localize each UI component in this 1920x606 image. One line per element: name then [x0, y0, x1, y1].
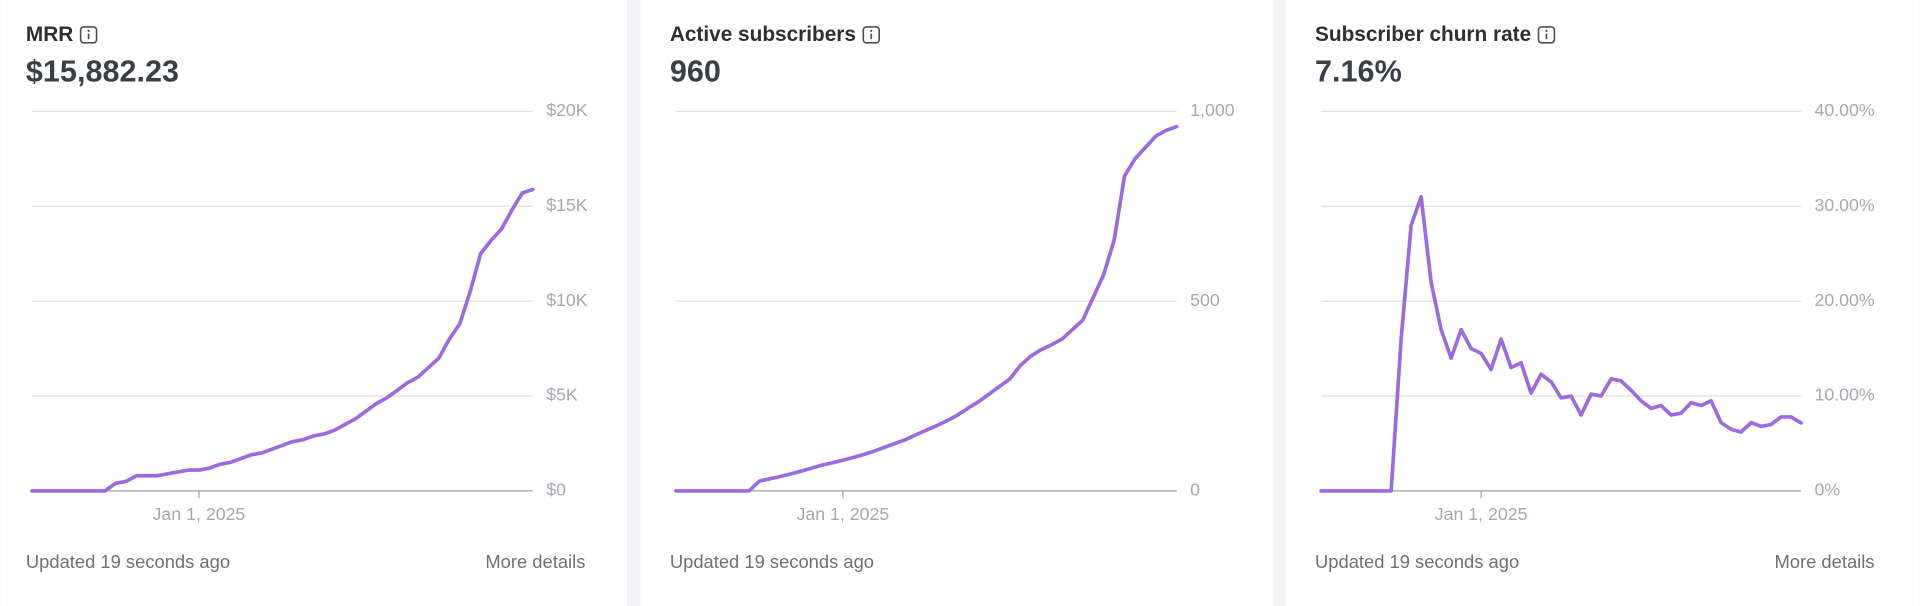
y-tick-label: 0%	[1815, 480, 1841, 500]
info-icon-dot	[87, 29, 90, 32]
y-tick-label: 40.00%	[1815, 100, 1875, 120]
chart-title: MRR	[26, 23, 73, 46]
y-tick-label: $20K	[546, 100, 588, 120]
info-icon	[79, 26, 98, 44]
updated-note: Updated 19 seconds ago	[26, 551, 230, 572]
y-tick-label: 20.00%	[1815, 290, 1875, 310]
y-tick-label: 1,000	[1190, 100, 1235, 120]
info-icon-box	[1537, 26, 1556, 44]
card	[1285, 0, 1920, 606]
card	[0, 0, 628, 606]
y-tick-label: $15K	[546, 195, 588, 215]
updated-note: Updated 19 seconds ago	[1315, 551, 1519, 572]
updated-note: Updated 19 seconds ago	[670, 551, 874, 572]
line	[674, 124, 1179, 493]
chart-title: Active subscribers	[670, 23, 856, 46]
y-tick-label: $0	[546, 480, 566, 500]
headline-value: $15,882.23	[26, 55, 179, 89]
headline-value: 7.16%	[1315, 55, 1402, 89]
more-details-link[interactable]: More details	[1775, 551, 1875, 572]
y-tick-label: 30.00%	[1815, 195, 1875, 215]
y-tick-label: $5K	[546, 385, 578, 405]
y-tick-label: $10K	[546, 290, 588, 310]
x-tick-label: Jan 1, 2025	[796, 504, 889, 524]
info-icon-dot	[1545, 29, 1548, 32]
info-icon-dot	[870, 29, 873, 32]
info-icon-box	[79, 26, 98, 44]
chart-title: Subscriber churn rate	[1315, 23, 1531, 46]
y-tick-label: 10.00%	[1815, 385, 1875, 405]
x-tick-label: Jan 1, 2025	[1435, 504, 1528, 524]
line	[30, 187, 535, 493]
more-details-link[interactable]: More details	[485, 551, 585, 572]
x-tick-label: Jan 1, 2025	[153, 504, 246, 524]
info-icon-box	[862, 26, 881, 44]
info-icon	[1537, 26, 1556, 44]
headline-value: 960	[670, 55, 721, 89]
info-icon	[862, 26, 881, 44]
y-tick-label: 500	[1190, 290, 1220, 310]
y-tick-label: 0	[1190, 480, 1200, 500]
line	[1319, 194, 1803, 493]
card	[640, 0, 1274, 606]
